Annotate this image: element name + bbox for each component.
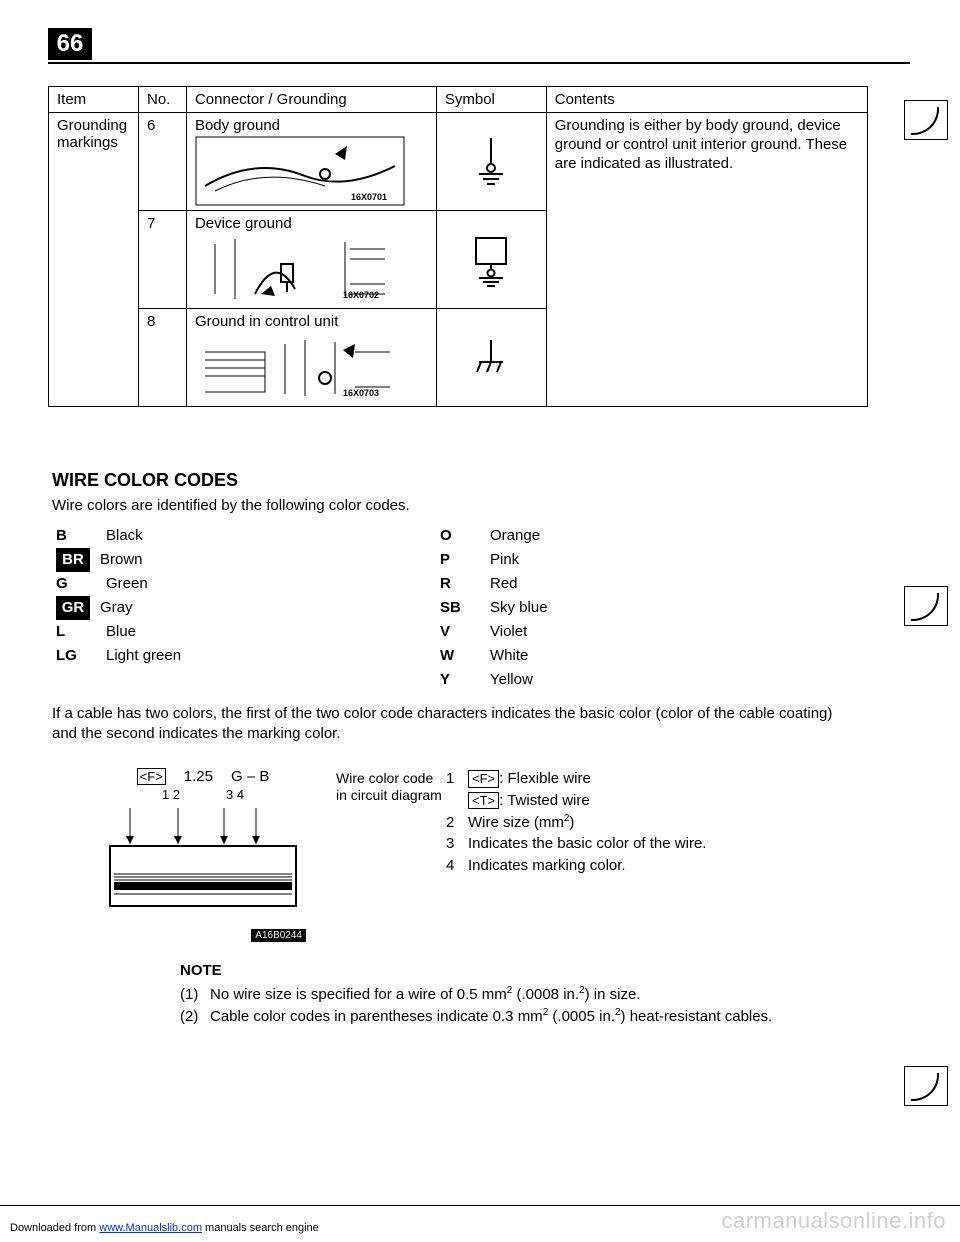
list-item: 1 <F>: Flexible wire	[446, 768, 866, 790]
note-num: (2)	[180, 1006, 210, 1028]
list-item: 4 Indicates marking color.	[446, 855, 866, 877]
th-contents: Contents	[546, 87, 867, 113]
wire-index-right: 3 4	[226, 787, 244, 802]
wire-spec-diagram: <F> 1.25 G – B 1 2 3 4 A16B0244	[108, 768, 298, 924]
device-ground-symbol-icon	[464, 232, 518, 288]
connector-label: Device ground	[195, 215, 292, 232]
note-item: (2) Cable color codes in parentheses ind…	[180, 1006, 820, 1028]
list-text: Indicates marking color.	[468, 855, 866, 877]
wire-color-note: If a cable has two colors, the first of …	[52, 704, 852, 743]
table-header-row: Item No. Connector / Grounding Symbol Co…	[49, 87, 868, 113]
cell-no: 8	[138, 309, 186, 407]
body-ground-drawing: 16X0701	[195, 136, 405, 206]
table-row: Grounding markings 6 Body ground 16X0701	[49, 113, 868, 211]
th-item: Item	[49, 87, 139, 113]
cell-contents: Grounding is either by body ground, devi…	[546, 113, 867, 407]
cell-connector: Ground in control unit 16X0703	[186, 309, 436, 407]
wire-type-tag: <F>	[137, 768, 166, 785]
wire-cross-section-icon	[108, 804, 298, 924]
wire-index-row: 1 2 3 4	[108, 787, 298, 802]
grounding-table: Item No. Connector / Grounding Symbol Co…	[48, 86, 868, 407]
list-text: Wire size (mm2)	[468, 812, 866, 834]
list-text: Indicates the basic color of the wire.	[468, 833, 866, 855]
chassis-ground-symbol-icon	[471, 336, 511, 380]
cell-symbol	[436, 113, 546, 211]
wire-top-labels: <F> 1.25 G – B	[108, 768, 298, 785]
th-connector: Connector / Grounding	[186, 87, 436, 113]
list-text: <F>: Flexible wire	[468, 768, 866, 790]
list-item: 3 Indicates the basic color of the wire.	[446, 833, 866, 855]
watermark: carmanualsonline.info	[721, 1208, 946, 1234]
thumb-tab-icon	[904, 1066, 948, 1106]
wire-size-label: 1.25	[184, 768, 213, 785]
list-text: <T>: Twisted wire	[468, 790, 866, 812]
note-block: NOTE (1) No wire size is specified for a…	[180, 960, 820, 1027]
note-item: (1) No wire size is specified for a wire…	[180, 984, 820, 1006]
cell-no: 6	[138, 113, 186, 211]
svg-text:16X0702: 16X0702	[343, 290, 379, 300]
wire-color-label: G – B	[231, 768, 269, 785]
contents-text: Grounding is either by body ground, devi…	[555, 117, 859, 173]
list-num: 1	[446, 768, 468, 790]
cell-connector: Device ground 16X0702	[186, 211, 436, 309]
connector-label: Body ground	[195, 117, 280, 134]
wire-diagram-ref: A16B0244	[251, 929, 306, 942]
list-num: 2	[446, 812, 468, 834]
page-number: 66	[48, 28, 92, 60]
list-num: 4	[446, 855, 468, 877]
footer-pre: Downloaded from	[10, 1222, 99, 1234]
th-no: No.	[138, 87, 186, 113]
footer-link[interactable]: www.Manualslib.com	[99, 1222, 202, 1234]
footer-post: manuals search engine	[205, 1222, 319, 1234]
color-codes-left: BBlack BRBrown GGreen GRGray LBlue LGLig…	[56, 524, 181, 668]
thumb-tab-icon	[904, 586, 948, 626]
connector-label: Ground in control unit	[195, 313, 338, 330]
header-rule	[48, 62, 910, 64]
wire-diagram-caption: Wire color code in circuit diagram	[336, 770, 446, 804]
svg-text:16X0703: 16X0703	[343, 388, 379, 398]
note-heading: NOTE	[180, 960, 820, 982]
device-ground-drawing: 16X0702	[195, 234, 395, 304]
svg-text:16X0701: 16X0701	[351, 192, 387, 202]
cell-item: Grounding markings	[49, 113, 139, 407]
wire-index-left: 1 2	[162, 787, 180, 802]
list-item: <T>: Twisted wire	[446, 790, 866, 812]
color-codes-right: OOrange PPink RRed SBSky blue VViolet WW…	[440, 524, 548, 692]
thumb-tab-icon	[904, 100, 948, 140]
note-text: No wire size is specified for a wire of …	[210, 984, 820, 1006]
wire-color-intro: Wire colors are identified by the follow…	[52, 496, 852, 516]
th-symbol: Symbol	[436, 87, 546, 113]
footer-left: Downloaded from www.Manualslib.com manua…	[10, 1222, 319, 1234]
cell-symbol	[436, 211, 546, 309]
note-num: (1)	[180, 984, 210, 1006]
note-text: Cable color codes in parentheses indicat…	[210, 1006, 820, 1028]
footer-rule	[0, 1205, 960, 1206]
cell-connector: Body ground 16X0701	[186, 113, 436, 211]
ground-symbol-icon	[471, 134, 511, 190]
list-num	[446, 790, 468, 812]
cell-no: 7	[138, 211, 186, 309]
list-item: 2 Wire size (mm2)	[446, 812, 866, 834]
wire-color-title: WIRE COLOR CODES	[52, 470, 238, 491]
wire-marking-list: 1 <F>: Flexible wire <T>: Twisted wire 2…	[446, 768, 866, 877]
control-unit-ground-drawing: 16X0703	[195, 332, 395, 402]
list-num: 3	[446, 833, 468, 855]
cell-symbol	[436, 309, 546, 407]
